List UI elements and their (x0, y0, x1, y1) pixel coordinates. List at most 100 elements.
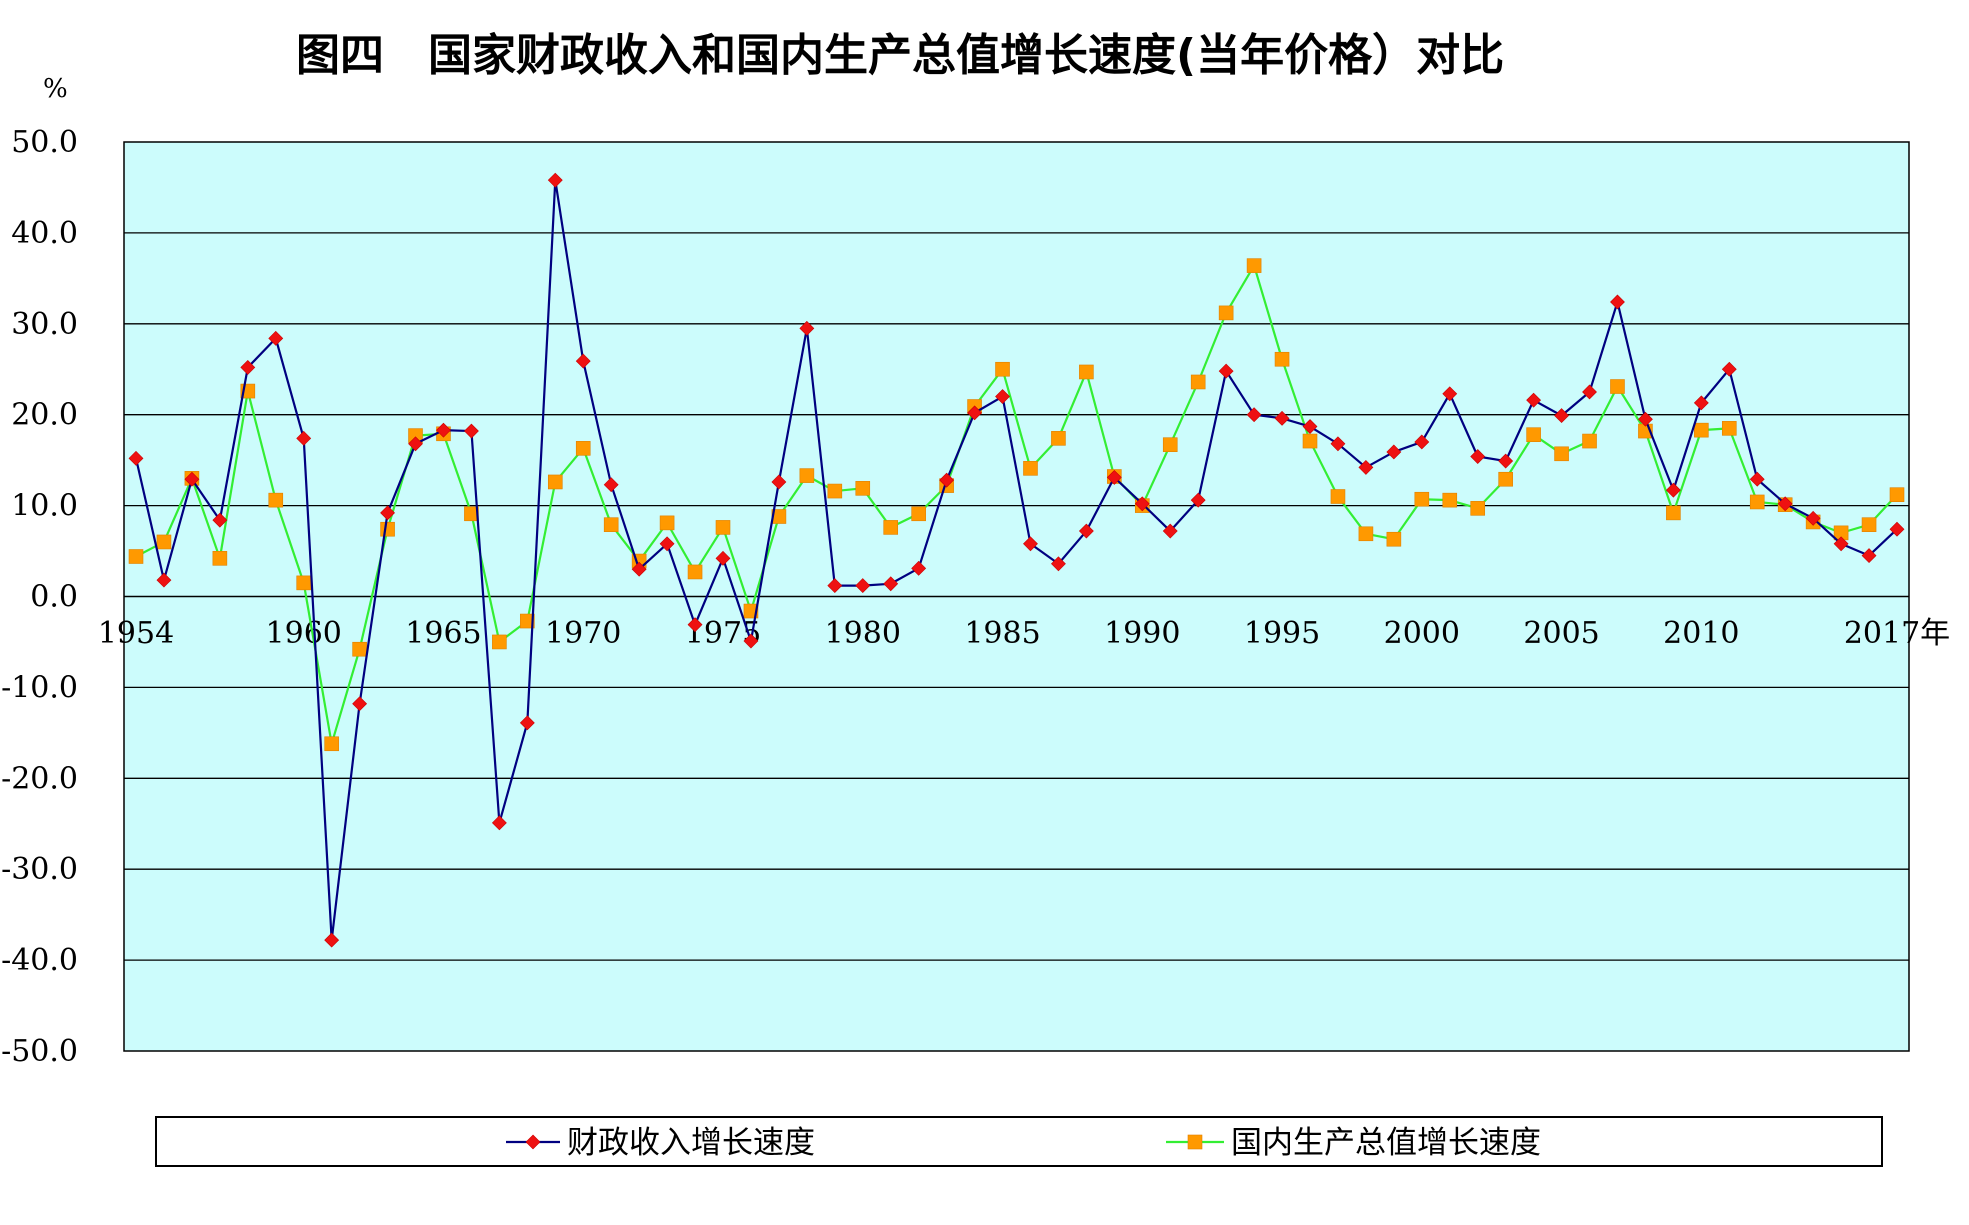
y-tick-label: 20.0 (11, 398, 78, 433)
y-tick-label: 40.0 (11, 216, 78, 251)
data-point (1051, 556, 1066, 572)
data-point (1078, 523, 1094, 539)
legend-marker (1187, 1134, 1203, 1150)
data-point (408, 436, 423, 452)
data-point (1023, 461, 1038, 476)
data-point (1274, 410, 1290, 426)
data-point (296, 575, 312, 591)
data-point (268, 492, 284, 508)
data-point (268, 330, 284, 346)
data-point (995, 389, 1010, 404)
data-point (687, 564, 703, 580)
data-point (1442, 492, 1458, 508)
data-point (1218, 305, 1234, 321)
data-point (1610, 294, 1625, 310)
data-point (1833, 536, 1849, 552)
data-point (1246, 258, 1262, 273)
x-tick-label: 1980 (825, 616, 901, 651)
data-point (715, 520, 731, 535)
data-point (1666, 505, 1681, 521)
data-point (855, 578, 871, 594)
data-point (1358, 459, 1374, 475)
data-point (743, 603, 759, 619)
data-point (1358, 526, 1374, 542)
y-tick-label: -20.0 (1, 761, 78, 796)
y-tick-label: -50.0 (1, 1034, 78, 1069)
data-point (883, 520, 899, 535)
data-point (575, 353, 591, 369)
legend: 财政收入增长速度 国内生产总值增长速度 (155, 1116, 1883, 1167)
data-point (1023, 536, 1038, 552)
data-point (352, 641, 367, 657)
data-point (1526, 427, 1541, 442)
x-tick-label: 1985 (964, 616, 1040, 651)
data-point (1470, 501, 1486, 516)
data-point (1386, 444, 1402, 460)
y-tick-label: -40.0 (1, 943, 78, 978)
data-point (1470, 449, 1486, 464)
data-point (1554, 446, 1569, 462)
data-point (240, 360, 256, 375)
data-point (1861, 548, 1877, 564)
data-point (156, 534, 172, 550)
data-point (547, 474, 563, 490)
data-point (1721, 361, 1737, 377)
data-point (1330, 436, 1346, 452)
data-point (1051, 431, 1066, 446)
legend-label-fiscal-revenue: 财政收入增长速度 (567, 1125, 815, 1161)
data-point (1693, 395, 1709, 411)
legend-box (155, 1116, 1883, 1167)
data-point (1805, 510, 1821, 526)
data-point (799, 320, 815, 336)
data-point (1749, 471, 1765, 487)
data-point (1190, 374, 1206, 390)
x-tick-label: 2017年 (1844, 616, 1950, 651)
data-point (1442, 386, 1458, 402)
data-point (184, 471, 200, 487)
data-point (827, 483, 843, 499)
data-point (436, 422, 451, 438)
data-point (715, 550, 731, 566)
x-tick-label: 1970 (545, 616, 621, 651)
data-point (659, 515, 675, 531)
data-point (324, 932, 340, 948)
data-point (1889, 487, 1905, 502)
series-layer (128, 172, 1905, 948)
data-point (212, 512, 228, 528)
data-point (352, 696, 368, 712)
data-point (939, 472, 955, 488)
data-point (1190, 492, 1206, 508)
data-point (687, 617, 703, 633)
x-tick-label: 2010 (1663, 616, 1739, 651)
data-point (1302, 419, 1318, 434)
data-point (1554, 408, 1569, 424)
data-point (967, 405, 982, 421)
legend-key-gdp (1166, 1134, 1224, 1150)
data-point (1246, 407, 1262, 423)
data-point (1162, 523, 1178, 539)
series-line (135, 264, 1898, 745)
data-point (156, 572, 172, 588)
data-point (1694, 422, 1709, 438)
data-point (1414, 434, 1430, 450)
data-point (1889, 521, 1905, 537)
data-point (631, 561, 647, 577)
data-point (603, 517, 619, 532)
x-tick-label: 1995 (1244, 616, 1320, 651)
data-point (1721, 421, 1737, 436)
data-point (1777, 496, 1793, 512)
data-point (1274, 351, 1290, 367)
x-tick-label: 1960 (266, 616, 342, 651)
data-point (799, 468, 815, 483)
x-tick-label: 2000 (1384, 616, 1460, 651)
data-point (1330, 489, 1346, 504)
x-tick-labels: 1954 1960 1965 1970 1975 1980 1985 1990 1995 2000… (98, 616, 1950, 651)
data-point (1079, 364, 1094, 380)
data-point (464, 423, 479, 439)
data-point (659, 536, 675, 552)
series-line (134, 179, 1898, 942)
data-point (324, 736, 339, 752)
data-point (911, 560, 927, 576)
data-point (1610, 379, 1625, 394)
data-point (855, 481, 871, 496)
